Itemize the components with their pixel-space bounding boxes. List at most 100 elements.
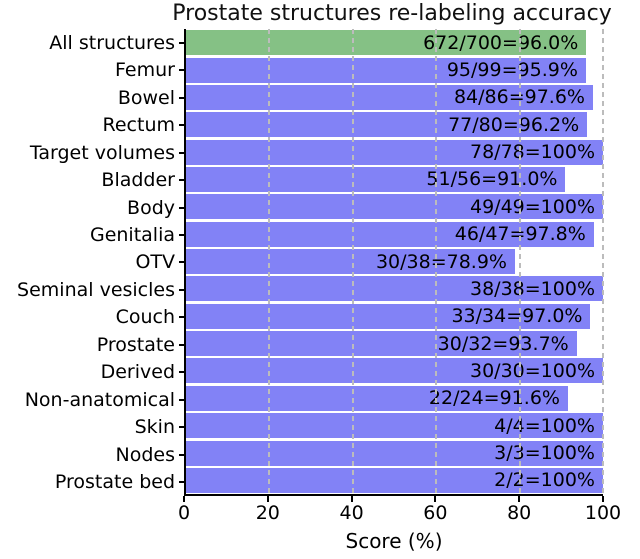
x-axis-label: Score (%)	[345, 529, 443, 553]
category-row: Prostate	[0, 331, 184, 358]
bar-row: 30/32=93.7%	[186, 330, 603, 357]
plot-area: 672/700=96.0% 95/99=95.9% 84/86=97.6% 77/80…	[184, 29, 604, 496]
y-tick-mark	[179, 206, 184, 209]
bar-value-label: 4/4=100%	[494, 414, 595, 437]
bar-value-label: 30/30=100%	[470, 359, 595, 382]
bar: 2/2=100%	[186, 467, 603, 493]
y-tick-mark	[179, 371, 184, 374]
category-row: All structures	[0, 29, 184, 56]
bar-row: 51/56=91.0%	[186, 166, 603, 193]
y-tick-mark	[179, 179, 184, 182]
bar: 672/700=96.0%	[186, 30, 587, 56]
bar: 51/56=91.0%	[186, 166, 566, 192]
bar: 30/30=100%	[186, 358, 603, 384]
y-tick-mark	[179, 426, 184, 429]
y-tick-mark	[179, 124, 184, 127]
category-row: Body	[0, 194, 184, 221]
x-axis: 0 20 40 60 80 100	[178, 496, 621, 528]
category-row: Non-anatomical	[0, 386, 184, 413]
category-row: Prostate bed	[0, 469, 184, 496]
category-label: Body	[127, 196, 175, 219]
category-row: Seminal vesicles	[0, 276, 184, 303]
bar: 4/4=100%	[186, 413, 603, 439]
y-tick-mark	[179, 96, 184, 99]
x-tick-label: 0	[177, 502, 191, 524]
bars-container: 672/700=96.0% 95/99=95.9% 84/86=97.6% 77/80…	[186, 29, 603, 494]
x-tick-mark	[183, 496, 185, 502]
bar-value-label: 78/78=100%	[470, 141, 595, 164]
bar-row: 4/4=100%	[186, 412, 603, 439]
category-label: Rectum	[102, 114, 175, 137]
y-tick-mark	[179, 316, 184, 319]
bar-row: 46/47=97.8%	[186, 221, 603, 248]
x-tick-label: 80	[507, 502, 532, 524]
bar-value-label: 95/99=95.9%	[446, 59, 578, 82]
bar-row: 95/99=95.9%	[186, 56, 603, 83]
bar-value-label: 38/38=100%	[470, 277, 595, 300]
bar-value-label: 672/700=96.0%	[423, 31, 579, 54]
category-label: Couch	[115, 306, 175, 329]
bar-row: 77/80=96.2%	[186, 111, 603, 138]
bar-value-label: 33/34=97.0%	[451, 305, 583, 328]
bar-value-label: 84/86=97.6%	[453, 86, 585, 109]
category-row: Derived	[0, 359, 184, 386]
category-label: Prostate	[96, 333, 175, 356]
bar-row: 49/49=100%	[186, 193, 603, 220]
x-tick-mark	[434, 496, 437, 502]
bar: 49/49=100%	[186, 194, 603, 220]
category-label: Femur	[115, 59, 175, 82]
bar: 38/38=100%	[186, 276, 603, 302]
bar: 78/78=100%	[186, 139, 603, 165]
category-label: Seminal vesicles	[17, 278, 175, 301]
y-tick-mark	[179, 151, 184, 154]
chart-title: Prostate structures re-labeling accuracy	[172, 1, 612, 26]
bar-value-label: 2/2=100%	[494, 469, 595, 492]
bar-value-label: 51/56=91.0%	[426, 168, 558, 191]
y-tick-mark	[179, 398, 184, 401]
x-tick-label: 60	[423, 502, 448, 524]
category-label: Bowel	[117, 86, 175, 109]
x-tick-mark	[350, 496, 353, 502]
y-tick-mark	[179, 288, 184, 291]
category-row: Target volumes	[0, 139, 184, 166]
bar-value-label: 3/3=100%	[494, 442, 595, 465]
category-row: Bladder	[0, 166, 184, 193]
category-row: Femur	[0, 56, 184, 83]
y-tick-mark	[179, 453, 184, 456]
category-row: Nodes	[0, 441, 184, 468]
category-label: Genitalia	[89, 224, 175, 247]
category-label: All structures	[49, 31, 175, 54]
y-tick-mark	[179, 41, 184, 44]
x-tick-label: 40	[339, 502, 364, 524]
bar-value-label: 77/80=96.2%	[448, 113, 580, 136]
category-label: Prostate bed	[54, 471, 175, 494]
category-label: Derived	[100, 361, 175, 384]
category-label: OTV	[135, 251, 175, 274]
bar-value-label: 49/49=100%	[470, 195, 595, 218]
bar-row: 30/30=100%	[186, 357, 603, 384]
bar: 46/47=97.8%	[186, 221, 594, 247]
bar: 95/99=95.9%	[186, 57, 586, 83]
bar-row: 30/38=78.9%	[186, 248, 603, 275]
category-label: Non-anatomical	[24, 388, 175, 411]
category-label: Skin	[134, 416, 175, 439]
bar: 22/24=91.6%	[186, 385, 568, 411]
category-label: Target volumes	[29, 141, 175, 164]
bar-value-label: 22/24=91.6%	[428, 387, 560, 410]
y-tick-mark	[179, 481, 184, 484]
bar-row: 2/2=100%	[186, 467, 603, 494]
bar-value-label: 46/47=97.8%	[454, 223, 586, 246]
bar-row: 3/3=100%	[186, 439, 603, 466]
bar: 30/32=93.7%	[186, 331, 577, 357]
bar: 84/86=97.6%	[186, 84, 593, 110]
y-tick-mark	[179, 343, 184, 346]
x-tick-mark	[518, 496, 521, 502]
category-row: Couch	[0, 304, 184, 331]
y-tick-mark	[179, 234, 184, 237]
bar-row: 33/34=97.0%	[186, 303, 603, 330]
bar-row: 38/38=100%	[186, 275, 603, 302]
bar: 77/80=96.2%	[186, 112, 588, 138]
x-tick-label: 100	[584, 502, 622, 524]
category-row: Rectum	[0, 111, 184, 138]
